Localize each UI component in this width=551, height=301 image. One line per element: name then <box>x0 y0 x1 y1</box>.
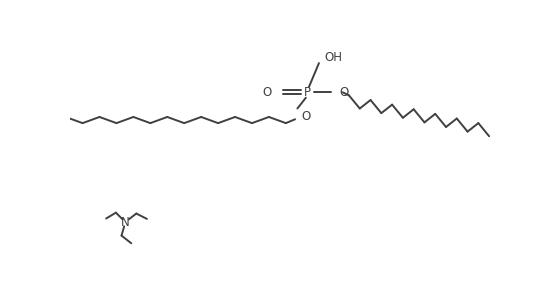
Text: O: O <box>340 86 349 99</box>
Text: OH: OH <box>325 51 342 64</box>
Text: O: O <box>301 110 311 123</box>
Text: N: N <box>121 216 130 229</box>
Text: P: P <box>304 86 311 99</box>
Text: O: O <box>262 86 271 99</box>
